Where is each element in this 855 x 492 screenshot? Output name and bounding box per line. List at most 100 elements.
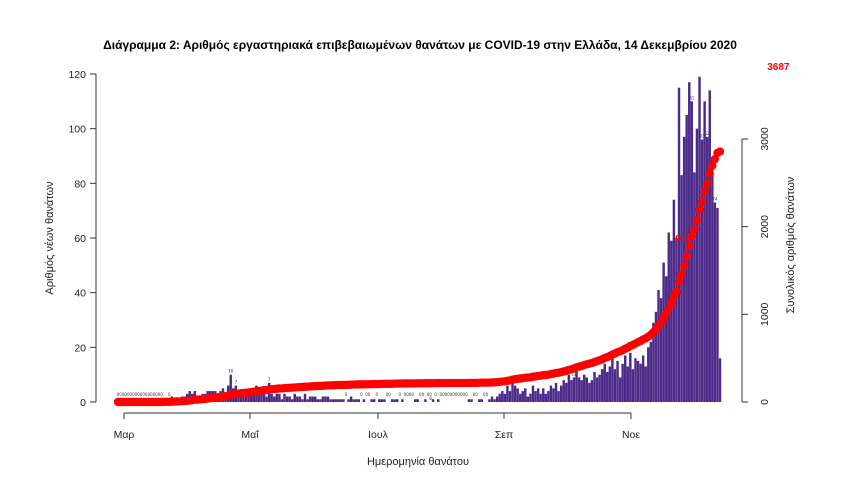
- right-tick-label: 3000: [759, 127, 771, 151]
- bar: [278, 393, 281, 402]
- bar: [629, 352, 632, 402]
- bar: [470, 399, 473, 402]
- zero-label: 0: [127, 392, 130, 397]
- bar: [275, 393, 279, 402]
- bar: [557, 391, 560, 402]
- bar-label: 10: [228, 369, 234, 374]
- bar: [634, 358, 637, 402]
- bar: [283, 393, 286, 402]
- bar: [554, 382, 558, 402]
- chart-title: Διάγραμμα 2: Αριθμός εργαστηριακά επιβεβ…: [103, 38, 737, 52]
- bar-label: 31: [689, 95, 695, 100]
- cumulative-point: [705, 169, 714, 178]
- bar: [690, 101, 694, 402]
- left-tick-label: 40: [74, 288, 86, 300]
- bar-label: 108: [734, 0, 742, 1]
- zero-label: 0: [386, 392, 389, 397]
- bar: [324, 396, 327, 402]
- bar: [477, 399, 481, 402]
- bar: [608, 366, 612, 402]
- bar: [549, 385, 553, 402]
- bar: [506, 385, 509, 402]
- bar: [552, 388, 555, 402]
- cumulative-point: [667, 299, 676, 308]
- bar: [260, 391, 263, 402]
- bar: [542, 388, 545, 402]
- bar: [531, 385, 535, 402]
- bar: [562, 380, 565, 402]
- zero-label: 0: [465, 392, 468, 397]
- bar-series: [162, 76, 722, 403]
- y-axis-label-right: Συνολικός αριθμός θανάτων: [785, 176, 797, 313]
- cumulative-point: [697, 197, 707, 206]
- bar: [270, 393, 273, 402]
- y-axis-label: Αριθμός νέων θανάτων: [44, 181, 56, 295]
- bar: [370, 399, 373, 402]
- bar: [337, 399, 340, 402]
- bar: [314, 396, 317, 402]
- bar: [518, 393, 522, 402]
- bar: [298, 396, 302, 402]
- bar: [383, 399, 386, 402]
- zero-label: 0: [486, 392, 489, 397]
- bar: [664, 276, 668, 402]
- bar: [262, 391, 266, 402]
- bar: [265, 396, 268, 402]
- bar: [657, 289, 660, 402]
- bar: [503, 393, 507, 402]
- zero-label: 0: [158, 392, 161, 397]
- bar: [662, 262, 665, 402]
- bar: [524, 388, 527, 402]
- bar: [249, 393, 253, 402]
- bar: [467, 399, 471, 402]
- bar: [639, 363, 642, 402]
- zero-label: 0: [153, 392, 156, 397]
- bar: [677, 87, 681, 403]
- bar: [334, 399, 337, 402]
- bar-label: 74: [712, 196, 718, 201]
- cumulative-point: [700, 187, 709, 197]
- zero-label: 0: [406, 392, 409, 397]
- bar: [378, 399, 381, 402]
- bar: [401, 399, 404, 402]
- bar: [708, 90, 711, 403]
- bar: [680, 175, 683, 402]
- cumulative-point: [695, 205, 704, 215]
- bar: [575, 369, 578, 402]
- bar: [716, 207, 719, 402]
- bar: [567, 374, 571, 402]
- zero-label: 0: [150, 392, 153, 397]
- bar: [495, 396, 499, 402]
- bar: [659, 298, 663, 402]
- zero-label: 0: [445, 392, 448, 397]
- bar: [526, 396, 530, 402]
- zero-label: 0: [117, 392, 120, 397]
- bar: [488, 399, 491, 402]
- bar-label: 7: [268, 377, 271, 382]
- bar: [357, 399, 361, 402]
- cumulative-point: [708, 161, 717, 170]
- zero-label: 0: [419, 392, 422, 397]
- bar: [595, 377, 599, 402]
- bar: [588, 382, 591, 402]
- bar: [652, 322, 655, 402]
- bar: [331, 399, 335, 402]
- bar: [480, 399, 483, 402]
- zero-label: 0: [122, 392, 125, 397]
- bar: [306, 399, 309, 402]
- bar: [598, 374, 601, 402]
- bar: [603, 363, 606, 402]
- bar: [570, 380, 573, 402]
- bar: [280, 399, 284, 402]
- bar-label: 119: [744, 0, 752, 1]
- bar: [508, 391, 512, 402]
- bar: [293, 393, 296, 402]
- bar: [342, 399, 345, 402]
- bar: [644, 366, 647, 402]
- bar-label: 119: [757, 0, 765, 1]
- bar: [490, 396, 494, 402]
- bar: [700, 139, 704, 402]
- bar: [242, 393, 245, 402]
- bar: [583, 374, 586, 402]
